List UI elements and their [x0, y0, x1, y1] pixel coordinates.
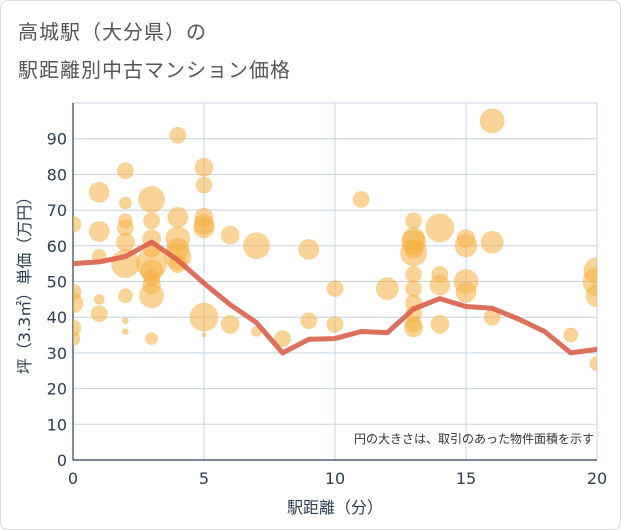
data-bubble	[118, 288, 133, 304]
x-tick-label: 15	[456, 469, 476, 488]
data-bubble	[242, 232, 270, 260]
data-bubble	[122, 317, 129, 325]
data-bubble	[117, 162, 134, 180]
data-bubble	[405, 212, 423, 230]
data-bubble	[405, 265, 423, 283]
data-bubble	[167, 206, 189, 228]
bubble-size-note: 円の大きさは、取引のあった物件面積を示す	[354, 431, 594, 446]
data-bubble	[201, 332, 207, 338]
data-bubble	[119, 196, 132, 210]
y-axis-label: 坪（3.3㎡）単価（万円）	[15, 189, 34, 374]
data-bubble	[116, 232, 135, 252]
data-bubble	[169, 126, 187, 144]
data-bubble	[405, 280, 423, 298]
data-bubble	[122, 328, 129, 335]
data-bubble	[73, 215, 82, 233]
x-tick-label: 5	[199, 469, 209, 488]
data-bubble	[429, 274, 451, 296]
data-bubble	[300, 312, 318, 330]
x-tick-label: 0	[68, 469, 78, 488]
chart-title-line2: 駅距離別中古マンション価格	[18, 58, 291, 82]
y-tick-label: 0	[57, 451, 67, 470]
data-bubble	[326, 315, 344, 333]
data-bubble	[73, 319, 82, 337]
data-bubble	[138, 185, 166, 213]
y-tick-label: 80	[47, 165, 67, 184]
y-tick-label: 90	[47, 130, 67, 149]
data-bubble	[479, 108, 505, 134]
data-bubble	[480, 230, 504, 254]
data-bubble	[274, 330, 292, 348]
data-bubble	[455, 281, 477, 303]
data-bubble	[143, 212, 161, 230]
y-tick-label: 50	[47, 273, 67, 292]
data-bubble	[425, 213, 455, 243]
data-bubble	[352, 190, 370, 208]
chart-title-line1: 高城駅（大分県）の	[18, 20, 207, 44]
data-bubble	[88, 181, 110, 203]
data-bubble	[220, 225, 240, 245]
data-bubble	[563, 327, 579, 343]
y-tick-label: 70	[47, 201, 67, 220]
data-bubble	[375, 277, 399, 301]
data-bubble	[326, 280, 344, 298]
y-tick-label: 10	[47, 415, 67, 434]
data-bubble	[589, 356, 597, 372]
data-bubble	[430, 314, 450, 334]
data-bubble	[194, 157, 214, 177]
y-tick-label: 60	[47, 237, 67, 256]
y-tick-label: 40	[47, 308, 67, 327]
data-bubble	[88, 221, 110, 242]
x-axis-label: 駅距離（分）	[287, 498, 383, 517]
data-bubble	[298, 238, 320, 260]
data-bubble	[195, 176, 213, 194]
data-bubble	[404, 318, 424, 338]
data-bubble	[73, 292, 84, 314]
data-bubble	[220, 314, 240, 334]
data-bubble	[73, 331, 81, 347]
bubble-group	[73, 108, 597, 372]
data-bubble	[585, 284, 597, 308]
data-bubble	[189, 302, 219, 332]
x-tick-label: 10	[325, 469, 345, 488]
x-tick-label: 20	[587, 469, 607, 488]
average-price-line	[73, 239, 597, 356]
data-bubble	[400, 239, 428, 267]
data-bubble	[90, 305, 108, 323]
data-bubble	[139, 283, 165, 309]
data-bubble	[145, 332, 159, 346]
y-tick-label: 30	[47, 344, 67, 363]
data-bubble	[454, 234, 478, 258]
data-bubble	[93, 293, 105, 305]
y-tick-label: 20	[47, 380, 67, 399]
data-bubble	[193, 217, 215, 239]
